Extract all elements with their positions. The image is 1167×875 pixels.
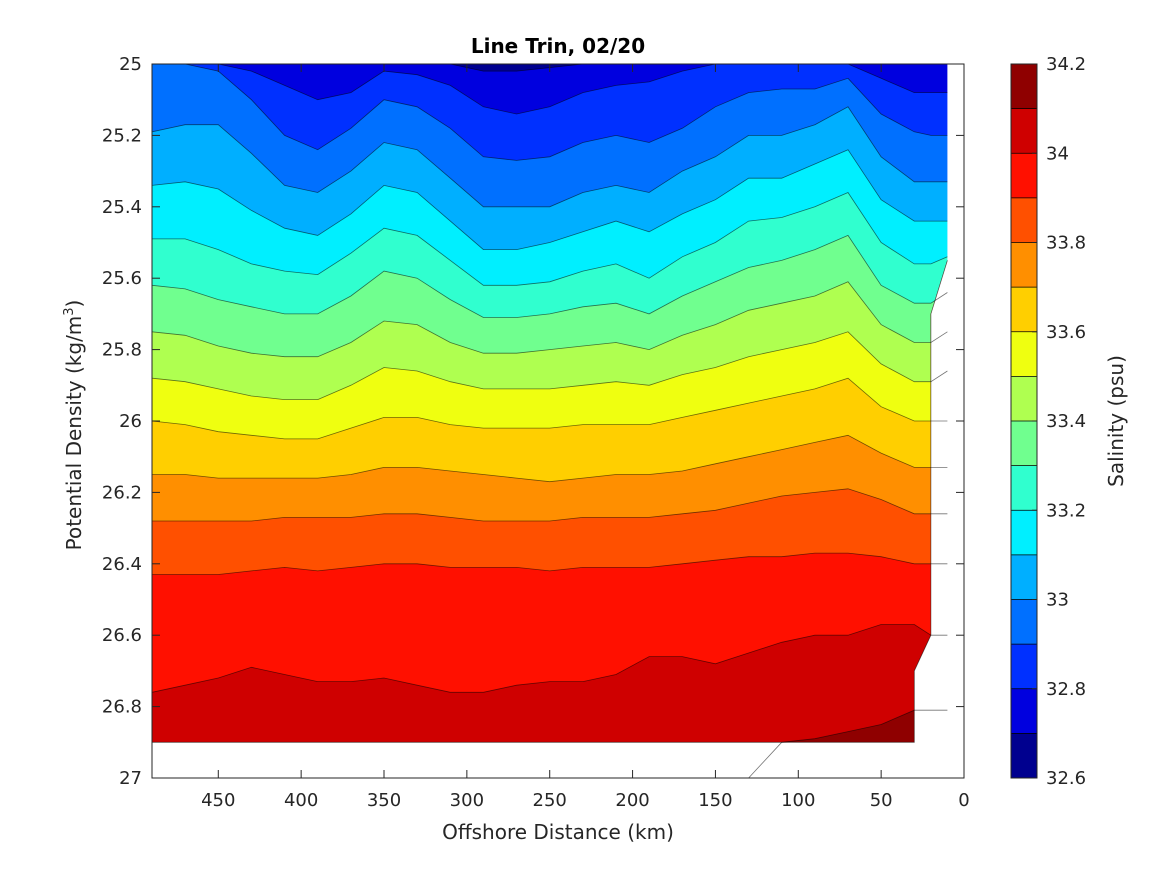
colorbar-bands [1011,63,1037,779]
colorbar-tick-label: 34 [1046,143,1069,164]
x-tick-label: 450 [201,790,235,811]
colorbar-band [1011,599,1037,645]
y-axis-label: Potential Density (kg/m3) [62,300,86,551]
colorbar-tick-label: 33.4 [1046,411,1086,432]
isohaline-33.8 [152,488,948,522]
y-tick-label: 26.2 [102,482,142,503]
colorbar-band [1011,376,1037,421]
isohaline-33.5 [152,331,948,400]
isohaline-32.9 [152,64,948,161]
contour-fill-layer [152,64,964,778]
colorbar-band [1011,465,1037,511]
colorbar-band [1011,108,1037,154]
x-tick-label: 100 [781,790,815,811]
y-tick-label: 26.8 [102,697,142,718]
colorbar-band [1011,644,1037,689]
y-tick-label: 26.4 [102,554,142,575]
isohaline-32.8 [152,64,948,115]
data-boundary [152,260,948,743]
colorbar-tick-label: 32.6 [1046,768,1086,789]
isohaline-34 [152,624,948,693]
colorbar-band [1011,197,1037,243]
isohaline-33.7 [152,434,948,483]
y-axis: 25 25.2 25.4 25.6 25.8 26 26.2 26.4 26.6 26.8 27 [102,54,964,789]
isohaline-33.2 [152,192,948,286]
colorbar-band [1011,287,1037,332]
colorbar-band [1011,688,1037,734]
x-axis-label: Offshore Distance (km) [442,820,674,844]
colorbar-tick-label: 33.8 [1046,233,1086,254]
colorbar-ticks: 32.6 32.8 33 33.2 33.4 33.6 33.8 34 34.2 [1032,54,1086,789]
isohaline-32.7 [152,64,948,72]
x-tick-label: 350 [367,790,401,811]
colorbar-tick-label: 33.2 [1046,500,1086,521]
x-tick-label: 50 [870,790,893,811]
x-tick-label: 200 [615,790,649,811]
y-tick-label: 26 [119,411,142,432]
colorbar-band [1011,510,1037,555]
isohaline-33.3 [152,234,948,318]
isohaline-33.4 [152,281,948,358]
chart-title: Line Trin, 02/20 [471,34,645,58]
colorbar-band [1011,421,1037,466]
y-tick-label: 25.2 [102,125,142,146]
colorbar-tick-label: 33 [1046,590,1069,611]
colorbar: 32.6 32.8 33 33.2 33.4 33.6 33.8 34 34.2 Salinit… [1010,54,1128,789]
x-tick-label: 400 [284,790,318,811]
y-tick-label: 25.8 [102,340,142,361]
colorbar-band [1011,242,1037,288]
y-tick-label: 26.6 [102,625,142,646]
colorbar-band [1011,331,1037,377]
isohaline-33.9 [152,552,948,575]
x-axis: 450 400 350 300 250 200 150 100 50 0 [201,64,970,811]
y-axis-label-exponent: 3 [62,307,77,315]
x-tick-label: 250 [533,790,567,811]
isohaline-33.6 [152,377,948,440]
colorbar-band [1011,64,1037,109]
colorbar-tick-label: 34.2 [1046,54,1086,75]
y-tick-label: 25.6 [102,268,142,289]
y-axis-label-close: ) [62,300,86,308]
contour-band-14 [152,260,948,743]
colorbar-label: Salinity (psu) [1104,355,1128,487]
colorbar-tick-label: 32.8 [1046,679,1086,700]
y-axis-label-main: Potential Density (kg/m [62,316,86,551]
y-tick-label: 25.4 [102,197,142,218]
isohaline-33 [152,106,948,208]
colorbar-tick-label: 33.6 [1046,322,1086,343]
contour-band-13 [152,260,948,743]
colorbar-band [1011,554,1037,600]
y-tick-label: 27 [119,768,142,789]
y-tick-label: 25 [119,54,142,75]
x-tick-label: 150 [698,790,732,811]
x-tick-label: 300 [450,790,484,811]
isohaline-34.1 [152,709,948,778]
x-tick-label: 0 [958,790,969,811]
contour-line-layer [152,64,948,778]
colorbar-band [1011,153,1037,198]
isohaline-33.1 [152,149,948,250]
colorbar-band [1011,733,1037,778]
